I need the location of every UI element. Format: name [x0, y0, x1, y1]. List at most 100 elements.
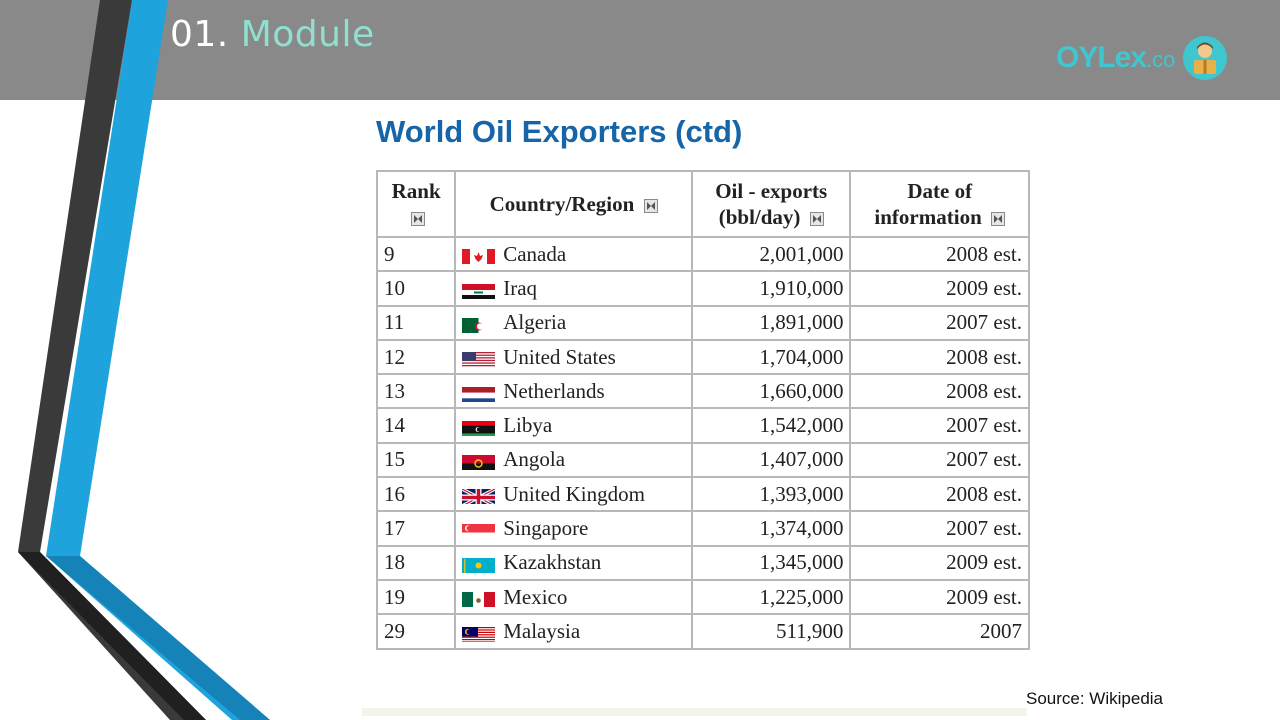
angola-flag-icon	[462, 453, 496, 471]
table-row: 11 Algeria 1,891,000 2007 est.	[375, 304, 1030, 341]
source-caption: Source: Wikipedia	[1026, 689, 1164, 708]
rank-cell: 18	[375, 544, 457, 581]
table-row: 29 Malaysia 511,900 2007	[375, 613, 1030, 650]
united-states-flag-icon	[462, 350, 496, 368]
algeria-flag-icon	[462, 316, 496, 333]
sort-icon[interactable]	[643, 199, 658, 214]
exports-cell: 1,660,000	[690, 373, 852, 410]
date-cell: 2008 est.	[849, 476, 1030, 513]
rank-cell: 10	[375, 270, 457, 307]
exports-header-label-line1: Oil - exports	[715, 179, 828, 203]
exports-column-header[interactable]: Oil - exports (bbl/day)	[690, 170, 852, 238]
country-column-header[interactable]: Country/Region	[454, 170, 693, 238]
country-cell: Kazakhstan	[454, 544, 693, 581]
rank-column-header[interactable]: Rank	[375, 170, 457, 238]
date-cell: 2007 est.	[849, 407, 1030, 444]
country-name-link[interactable]: Canada	[503, 241, 567, 266]
module-number: 01.	[170, 14, 229, 55]
country-name-link[interactable]: Algeria	[503, 310, 567, 335]
date-cell: 2007 est.	[849, 304, 1030, 341]
exports-header-label-line2: (bbl/day)	[718, 205, 801, 229]
country-name-link[interactable]: Iraq	[503, 275, 538, 300]
exports-cell: 2,001,000	[690, 235, 852, 273]
country-name-link[interactable]: Kazakhstan	[503, 550, 602, 575]
netherlands-flag-icon	[462, 385, 496, 402]
country-cell: Libya	[454, 407, 693, 444]
exports-cell: 1,704,000	[690, 338, 852, 376]
table-row: 19 Mexico 1,225,000 2009 est.	[375, 578, 1030, 616]
exports-cell: 1,910,000	[690, 270, 852, 307]
country-name-link[interactable]: Malaysia	[503, 618, 581, 643]
date-cell: 2007 est.	[849, 510, 1030, 547]
exports-cell: 1,374,000	[690, 510, 852, 547]
rank-cell: 17	[375, 510, 457, 547]
exports-cell: 1,225,000	[690, 578, 852, 616]
sort-icon[interactable]	[411, 212, 426, 227]
rank-cell: 16	[375, 476, 457, 513]
logo-wordmark: OYLex	[1056, 41, 1147, 74]
rank-cell: 15	[375, 441, 457, 479]
date-cell: 2008 est.	[849, 235, 1030, 273]
country-name-link[interactable]: United Kingdom	[503, 481, 645, 506]
exports-cell: 1,345,000	[690, 544, 852, 581]
table-row: 18 Kazakhstan 1,345,000 2009 est.	[375, 544, 1030, 581]
country-cell: Algeria	[454, 304, 693, 341]
header-bar	[0, 0, 1280, 100]
country-name-link[interactable]: United States	[503, 344, 616, 369]
country-cell: Angola	[454, 441, 693, 479]
mexico-flag-icon	[462, 590, 496, 608]
table-row: 14 Libya 1,542,000 2007 est.	[375, 407, 1030, 444]
rank-header-label: Rank	[391, 179, 441, 203]
date-column-header[interactable]: Date of information	[849, 170, 1030, 238]
table-row: 17 Singapore 1,374,000 2007 est.	[375, 510, 1030, 547]
module-heading: 01. Module	[170, 12, 375, 58]
country-cell: Netherlands	[454, 373, 693, 410]
country-name-link[interactable]: Libya	[503, 413, 553, 438]
date-cell: 2009 est.	[849, 270, 1030, 307]
rank-cell: 29	[375, 613, 457, 650]
date-header-label-line2: information	[874, 205, 982, 229]
date-cell: 2009 est.	[849, 544, 1030, 581]
date-header-label-line1: Date of	[907, 179, 973, 203]
singapore-flag-icon	[462, 522, 496, 539]
date-cell: 2007 est.	[849, 441, 1030, 479]
exports-cell: 1,393,000	[690, 476, 852, 513]
country-header-label: Country/Region	[489, 192, 635, 216]
rank-cell: 11	[375, 304, 457, 341]
decorative-stripes	[0, 0, 270, 720]
logo-suffix: .co	[1146, 47, 1176, 72]
sort-icon[interactable]	[809, 212, 824, 227]
table-row: 12 United States 1,704,000 2008 est.	[375, 338, 1030, 376]
oylex-logo[interactable]: OYLex.co	[1056, 34, 1228, 82]
country-cell: Canada	[454, 235, 693, 273]
united-kingdom-flag-icon	[462, 487, 496, 505]
date-cell: 2008 est.	[849, 338, 1030, 376]
sort-icon[interactable]	[991, 212, 1005, 227]
table-row: 10 Iraq 1,910,000 2009 est.	[375, 270, 1030, 307]
malaysia-flag-icon	[462, 625, 496, 642]
exports-cell: 1,891,000	[690, 304, 852, 341]
exports-cell: 511,900	[690, 613, 852, 650]
country-cell: United Kingdom	[454, 476, 693, 513]
module-label: Module	[240, 14, 375, 55]
exports-cell: 1,542,000	[690, 407, 852, 444]
exports-cell: 1,407,000	[690, 441, 852, 479]
rank-cell: 9	[375, 235, 457, 273]
rank-cell: 19	[375, 578, 457, 616]
libya-flag-icon	[462, 419, 496, 436]
country-name-link[interactable]: Angola	[503, 447, 566, 472]
bottom-divider	[362, 708, 1027, 716]
country-name-link[interactable]: Netherlands	[503, 378, 605, 403]
table-row: 9 Canada 2,001,000 2008 est.	[375, 235, 1030, 273]
reader-avatar-icon	[1183, 36, 1228, 80]
country-cell: United States	[454, 338, 693, 376]
kazakhstan-flag-icon	[462, 556, 496, 573]
country-cell: Iraq	[454, 270, 693, 307]
canada-flag-icon	[462, 247, 496, 265]
country-name-link[interactable]: Mexico	[503, 584, 568, 609]
rank-cell: 13	[375, 373, 457, 410]
oil-exporters-table: Rank Country/Region Oil - exports (bbl/d…	[375, 170, 1030, 650]
country-cell: Malaysia	[454, 613, 693, 650]
country-name-link[interactable]: Singapore	[503, 516, 589, 541]
table-row: 13 Netherlands 1,660,000 2008 est.	[375, 373, 1030, 410]
